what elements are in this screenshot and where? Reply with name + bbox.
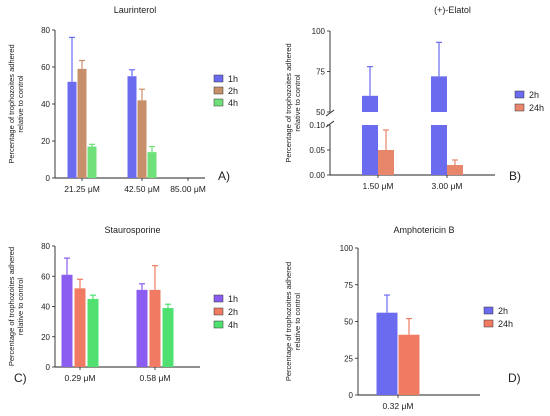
panel-D: 0 25 50 75 100 0.32 μM Amphotericin B D) Percent… bbox=[284, 225, 521, 411]
legend-swatch-C-2h bbox=[213, 307, 224, 316]
bar-B-24h-1 bbox=[447, 165, 463, 175]
bar-D-24h-0 bbox=[398, 334, 420, 395]
y-tick-label-D-2: 50 bbox=[344, 318, 353, 327]
bar-B-2h-1-lower bbox=[431, 125, 447, 175]
y-axis-label-A-0: Percentage of trophozoites adhered bbox=[7, 44, 16, 163]
y-tick-label-D-3: 75 bbox=[344, 281, 353, 290]
panel-label-B: B) bbox=[509, 169, 521, 183]
y-axis-label-A-1: relative to control bbox=[16, 75, 25, 132]
legend-swatch-B-24h bbox=[514, 103, 525, 112]
y-tick-label-upper-B-1: 75 bbox=[316, 68, 325, 77]
legend-label-C-2h: 2h bbox=[228, 307, 238, 317]
y-tick-label-C-0: 0 bbox=[46, 363, 51, 372]
bar-A-2h-1 bbox=[137, 100, 147, 178]
y-tick-label-upper-B-0: 50 bbox=[316, 108, 325, 117]
y-tick-label-upper-B-2: 100 bbox=[312, 27, 326, 36]
bar-C-1h-0 bbox=[61, 274, 73, 367]
chart-title-C: Staurosporine bbox=[104, 225, 160, 235]
x-tick-label-B-0: 1.50 μM bbox=[363, 181, 394, 191]
bar-B-24h-0 bbox=[378, 150, 394, 175]
y-tick-label-D-1: 25 bbox=[344, 354, 353, 363]
x-tick-label-A-0: 21.25 μM bbox=[64, 184, 100, 194]
y-tick-label-D-4: 100 bbox=[340, 244, 354, 253]
axis-break-mark-lower bbox=[325, 120, 335, 128]
y-tick-label-A-0: 0 bbox=[46, 174, 51, 183]
legend-label-C-1h: 1h bbox=[228, 294, 238, 304]
y-tick-label-C-2: 40 bbox=[41, 303, 50, 312]
y-axis-label-B-0: Percentage of trophozoites adhered bbox=[284, 43, 293, 162]
y-tick-label-D-0: 0 bbox=[349, 391, 354, 400]
bar-A-1h-1 bbox=[127, 76, 137, 178]
panel-label-D: D) bbox=[508, 371, 521, 385]
x-tick-label-A-2: 85.00 μM bbox=[170, 184, 206, 194]
y-axis-label-C-0: Percentage of trophozoites adhered bbox=[7, 247, 16, 366]
y-tick-label-lower-B-0: 0.00 bbox=[309, 171, 325, 180]
legend-label-B-2h: 2h bbox=[529, 90, 539, 100]
chart-title-A: Laurinterol bbox=[114, 5, 157, 15]
legend-swatch-A-1h bbox=[213, 74, 224, 83]
y-axis-label-D-1: relative to control bbox=[293, 293, 302, 350]
bar-C-1h-1 bbox=[136, 289, 148, 367]
y-axis-label-C-1: relative to control bbox=[16, 278, 25, 335]
legend-label-A-2h: 2h bbox=[228, 86, 238, 96]
bar-C-2h-0 bbox=[74, 288, 86, 367]
bar-A-4h-0 bbox=[87, 146, 97, 178]
bar-B-2h-1 bbox=[431, 76, 447, 112]
chart-title-B: (+)-Elatol bbox=[434, 5, 471, 15]
y-axis-label-D-0: Percentage of trophozoites adhered bbox=[284, 262, 293, 381]
legend-swatch-D-24h bbox=[483, 319, 494, 328]
legend-swatch-A-2h bbox=[213, 86, 224, 95]
legend-swatch-A-4h bbox=[213, 98, 224, 107]
legend-label-A-4h: 4h bbox=[228, 98, 238, 108]
chart-title-D: Amphotericin B bbox=[393, 225, 454, 235]
legend-label-D-2h: 2h bbox=[498, 306, 508, 316]
bar-C-4h-1 bbox=[162, 308, 174, 367]
x-tick-label-A-1: 42.50 μM bbox=[124, 184, 160, 194]
legend-swatch-C-1h bbox=[213, 294, 224, 303]
panel-A: 0 20 40 60 80 21.25 μM 42.50 μM 85.00 μM Laurint… bbox=[7, 5, 238, 194]
y-tick-label-A-1: 20 bbox=[41, 137, 50, 146]
x-tick-label-B-1: 3.00 μM bbox=[432, 181, 463, 191]
x-tick-label-C-1: 0.58 μM bbox=[140, 373, 171, 383]
legend-swatch-C-4h bbox=[213, 320, 224, 329]
bar-B-2h-0 bbox=[362, 95, 378, 112]
bar-A-4h-1 bbox=[147, 152, 157, 178]
panel-C: 0 20 40 60 80 0.29 μM 0.58 μM Staurosporine C) Pe… bbox=[7, 225, 238, 385]
bar-A-1h-0 bbox=[67, 81, 77, 178]
y-tick-label-C-3: 60 bbox=[41, 272, 50, 281]
legend-label-B-24h: 24h bbox=[529, 103, 544, 113]
panel-label-C: C) bbox=[14, 371, 27, 385]
bar-B-2h-0-lower bbox=[362, 125, 378, 175]
x-tick-label-C-0: 0.29 μM bbox=[65, 373, 96, 383]
panel-label-A: A) bbox=[218, 169, 230, 183]
legend-label-A-1h: 1h bbox=[228, 74, 238, 84]
y-tick-label-lower-B-1: 0.05 bbox=[309, 146, 325, 155]
legend-label-C-4h: 4h bbox=[228, 320, 238, 330]
y-axis-label-B-1: relative to control bbox=[293, 74, 302, 131]
bar-C-4h-0 bbox=[87, 298, 99, 367]
y-tick-label-lower-B-2: 0.10 bbox=[309, 121, 325, 130]
y-tick-label-A-4: 80 bbox=[41, 26, 50, 35]
x-tick-label-D-0: 0.32 μM bbox=[383, 401, 414, 411]
legend-label-D-24h: 24h bbox=[498, 319, 513, 329]
bar-C-2h-1 bbox=[149, 289, 161, 367]
legend-swatch-D-2h bbox=[483, 306, 494, 315]
axis-break-mark-upper bbox=[325, 109, 335, 117]
bar-A-2h-0 bbox=[77, 68, 87, 178]
y-tick-label-C-1: 20 bbox=[41, 333, 50, 342]
panel-B: 50 75 100 0.00 0.05 0.10 1.50 μM 3.00 μM (+)-Ela… bbox=[284, 5, 544, 191]
y-tick-label-A-3: 60 bbox=[41, 63, 50, 72]
y-tick-label-C-4: 80 bbox=[41, 242, 50, 251]
y-tick-label-A-2: 40 bbox=[41, 100, 50, 109]
bar-D-2h-0 bbox=[376, 312, 398, 395]
legend-swatch-B-2h bbox=[514, 90, 525, 99]
